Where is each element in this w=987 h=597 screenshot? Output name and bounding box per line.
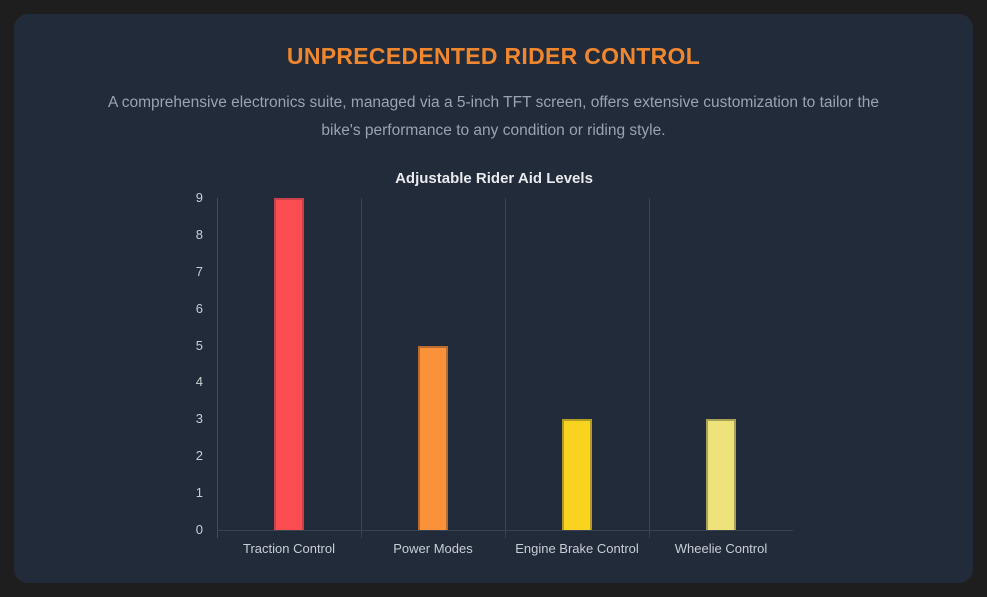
y-tick-label-6: 6 [195,300,203,316]
bar-engine-brake-control [562,419,592,530]
x-tick-label-engine-brake-control: Engine Brake Control [515,541,639,556]
category-gridline [505,198,506,538]
y-tick-label-2: 2 [195,448,203,464]
y-tick-label-5: 5 [195,337,203,353]
bar-traction-control [274,198,304,530]
category-gridline [361,198,362,538]
x-tick-label-wheelie-control: Wheelie Control [674,541,768,556]
y-tick-label-9: 9 [195,190,203,205]
y-tick-label-1: 1 [195,485,203,501]
x-tick-label-power-modes: Power Modes [393,541,473,556]
content-card: UNPRECEDENTED RIDER CONTROL A comprehens… [14,14,973,583]
bar-chart: Adjustable Rider Aid Levels 0 1 2 3 4 5 6 7 8 9 Tr… [14,14,973,583]
chart-title: Adjustable Rider Aid Levels [395,170,593,187]
y-tick-label-3: 3 [195,411,203,427]
bar-wheelie-control [706,419,736,530]
page-subtitle-line-1: A comprehensive electronics suite, manag… [107,94,880,111]
x-tick-label-traction-control: Traction Control [243,541,335,556]
page-subtitle-line-2: bike's performance to any condition or r… [321,122,666,139]
y-tick-label-4: 4 [195,374,203,390]
plot-area: 0 1 2 3 4 5 6 7 8 9 Traction Control Power Modes Eng… [196,190,793,556]
y-tick-label-0: 0 [195,522,203,537]
category-gridline [649,198,650,538]
y-axis-line [217,198,218,538]
y-tick-label-8: 8 [195,226,203,242]
y-tick-label-7: 7 [195,263,203,279]
bar-power-modes [418,345,448,530]
page-title: UNPRECEDENTED RIDER CONTROL [286,43,701,69]
page-subtitle: A comprehensive electronics suite, manag… [14,89,973,145]
